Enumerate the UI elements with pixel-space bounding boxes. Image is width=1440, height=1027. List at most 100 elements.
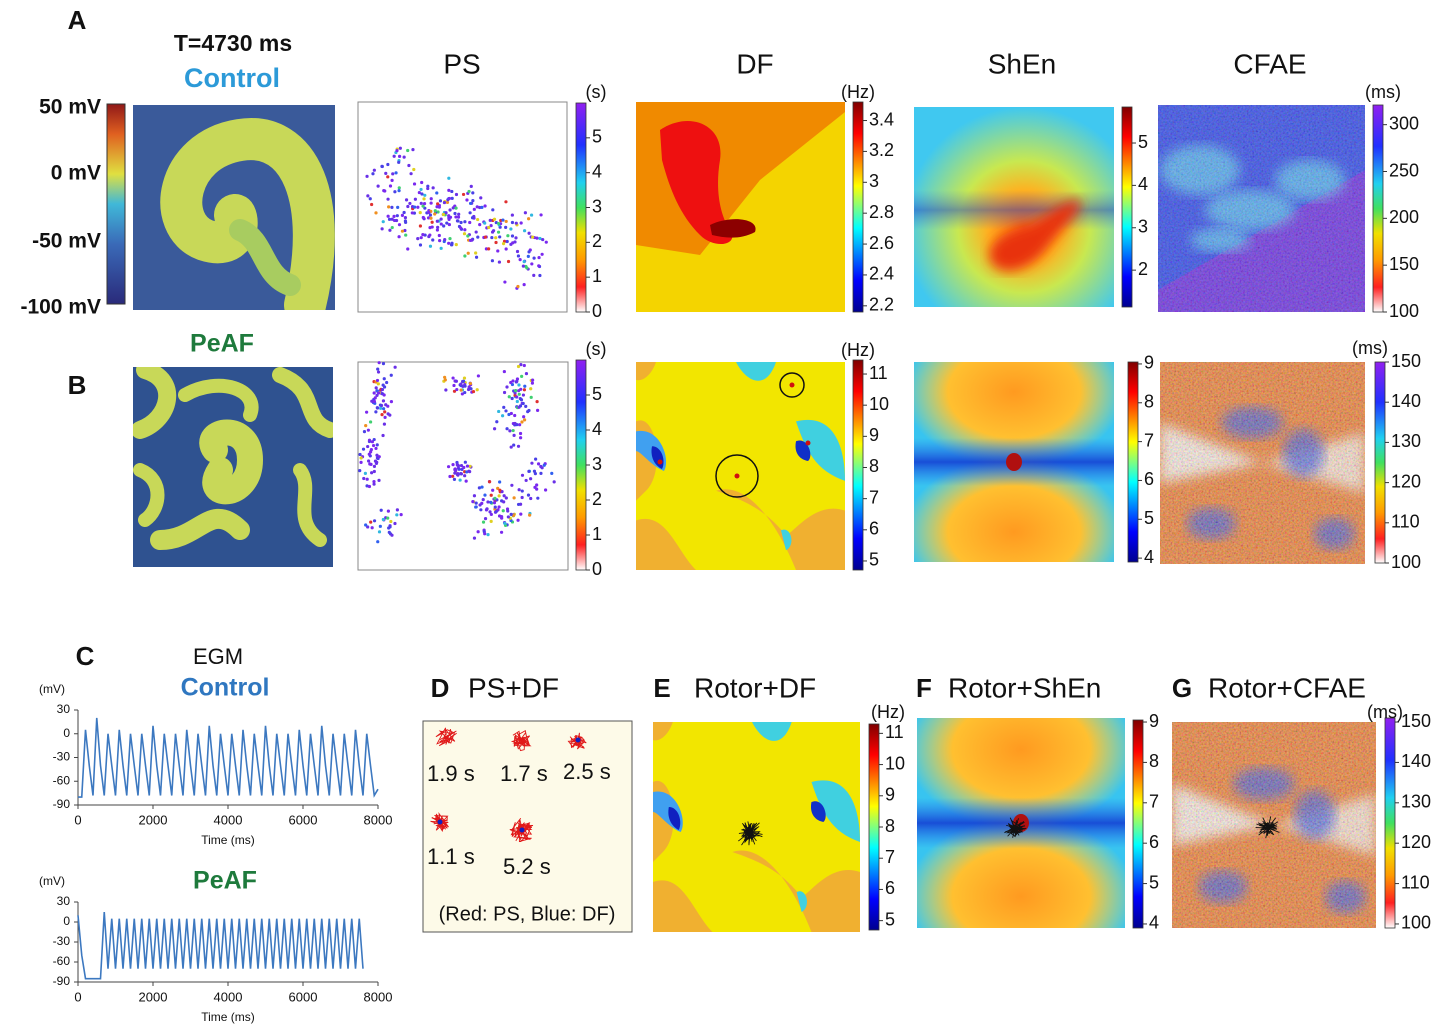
ps-dot (538, 274, 541, 277)
ps-dot (518, 423, 521, 426)
colorbar (1122, 107, 1132, 307)
ps-dot (514, 236, 517, 239)
ps-dot (471, 216, 474, 219)
colorbar-tick-label: 3.4 (869, 109, 894, 129)
colorbar-tick-label: 2 (592, 231, 602, 251)
y-tick-label: -30 (53, 934, 71, 948)
ps-dot (477, 374, 480, 377)
ps-dot (475, 230, 478, 233)
ps-dot (474, 251, 477, 254)
ps-dot (472, 390, 475, 393)
ps-dot (516, 519, 519, 522)
ps-dot (471, 191, 474, 194)
colorbar (1373, 105, 1383, 312)
colorbar (853, 360, 863, 570)
ps-dot (404, 233, 407, 236)
ps-dot (451, 197, 454, 200)
ps-dot (516, 400, 519, 403)
ps-dot (482, 498, 485, 501)
ps-dot (520, 375, 523, 378)
ps-dot (529, 477, 532, 480)
ps-dot (497, 231, 500, 234)
colorbar-tick-label: 0 (592, 301, 602, 321)
ps-dot (537, 462, 540, 465)
ps-dot (374, 410, 377, 413)
ps-dot (451, 463, 454, 466)
column-title: PS (443, 48, 480, 79)
ps-dot (439, 199, 442, 202)
colorbar-tick-label: 150 (1391, 351, 1421, 371)
ps-dot (488, 510, 491, 513)
ps-dot (413, 205, 416, 208)
ps-dot (388, 531, 391, 534)
ps-dot (453, 212, 456, 215)
colorbar-unit: (Hz) (841, 82, 875, 102)
ps-dot (476, 235, 479, 238)
ps-dot (374, 447, 377, 450)
ps-dot (503, 522, 506, 525)
ps-dot (383, 377, 386, 380)
ps-dot (495, 420, 498, 423)
ps-dot (487, 247, 490, 250)
ps-dot (388, 218, 391, 221)
ps-dot (397, 161, 400, 164)
ps-dot (382, 384, 385, 387)
ps-dot (520, 420, 523, 423)
ps-dot (530, 213, 533, 216)
ps-dot (498, 480, 501, 483)
ps-dot (393, 522, 396, 525)
ps-dot (490, 520, 493, 523)
ps-dot (382, 518, 385, 521)
ps-dot (401, 230, 404, 233)
dot (790, 383, 795, 388)
ps-dot (487, 226, 490, 229)
ps-dot (422, 197, 425, 200)
condition-label: Control (184, 63, 280, 93)
ps-dot (468, 221, 471, 224)
ps-dot (390, 179, 393, 182)
ps-dot (514, 389, 517, 392)
ps-dot (386, 175, 389, 178)
ps-dot (387, 205, 390, 208)
ps-dot (416, 237, 419, 240)
ps-dot (473, 536, 476, 539)
ps-dot (447, 214, 450, 217)
ps-dot (380, 509, 383, 512)
ps-dot (423, 194, 426, 197)
ps-dot (505, 496, 508, 499)
ps-dot (497, 410, 500, 413)
ps-dot (433, 212, 436, 215)
note: (Red: PS, Blue: DF) (439, 903, 616, 925)
df-dot (576, 738, 581, 743)
ps-dot (519, 436, 522, 439)
ps-dot (509, 227, 512, 230)
colorbar (1133, 720, 1143, 928)
duration-label: 2.5 s (563, 759, 611, 784)
ps-dot (539, 213, 542, 216)
ps-dot (497, 505, 500, 508)
ps-dot (373, 470, 376, 473)
ps-dot (503, 370, 506, 373)
panel-label: F (916, 673, 932, 703)
colorbar-tick-label: 9 (1149, 711, 1159, 731)
ps-dot (438, 206, 441, 209)
ps-dot (435, 191, 438, 194)
colorbar-tick-label: 5 (592, 384, 602, 404)
ps-dot (374, 460, 377, 463)
ps-dot (519, 258, 522, 261)
ps-dot (377, 370, 380, 373)
ps-dot (515, 222, 518, 225)
colorbar-tick-label: 9 (1144, 353, 1154, 373)
ps-dot (532, 274, 535, 277)
ps-dot (379, 407, 382, 410)
ps-dot (527, 217, 530, 220)
ps-dot (436, 226, 439, 229)
egm-title: EGM (193, 644, 243, 669)
ps-dot (450, 190, 453, 193)
ps-dot (453, 478, 456, 481)
df-map (653, 722, 860, 932)
ps-dot (420, 202, 423, 205)
ps-dot (541, 238, 544, 241)
ps-dot (366, 478, 369, 481)
ps-dot (489, 501, 492, 504)
